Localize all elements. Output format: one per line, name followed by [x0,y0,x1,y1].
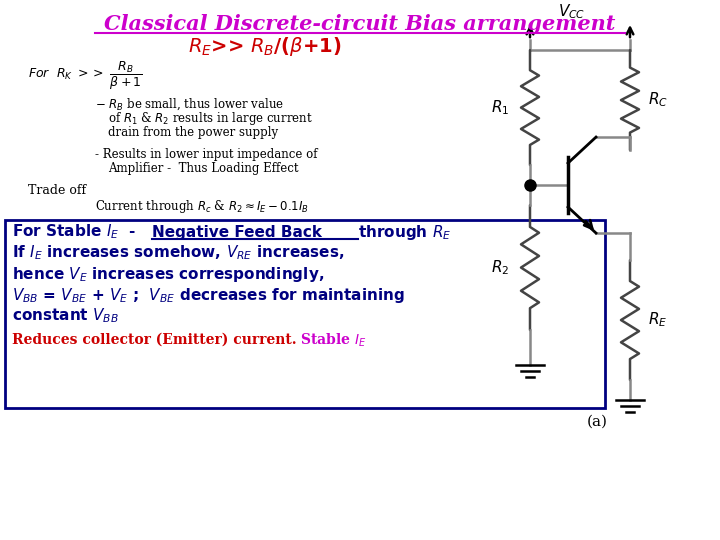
Text: $V_{BB}$ = $V_{BE}$ + $V_E$ ;  $V_{BE}$ decreases for maintaining: $V_{BB}$ = $V_{BE}$ + $V_E$ ; $V_{BE}$ d… [12,286,405,305]
Text: Negative Feed Back: Negative Feed Back [152,225,328,240]
Text: $-\ R_B$ be small, thus lower value: $-\ R_B$ be small, thus lower value [95,96,284,112]
Text: $R_C$: $R_C$ [648,91,668,110]
Text: hence $V_E$ increases correspondingly,: hence $V_E$ increases correspondingly, [12,265,324,284]
Text: (a): (a) [587,415,608,429]
Text: drain from the power supply: drain from the power supply [108,126,278,139]
Text: Reduces collector (Emitter) current.: Reduces collector (Emitter) current. [12,333,307,347]
Text: of $R_1$ & $R_2$ results in large current: of $R_1$ & $R_2$ results in large curren… [108,110,313,126]
Text: Trade off: Trade off [28,184,86,197]
Text: $R_E$>> $R_B$/($\beta$+1): $R_E$>> $R_B$/($\beta$+1) [189,35,342,58]
Text: $\mathit{For}\ \ R_K\ >>\ \dfrac{R_B}{\beta+1}$: $\mathit{For}\ \ R_K\ >>\ \dfrac{R_B}{\b… [28,60,143,92]
Text: Stable $I_E$: Stable $I_E$ [300,332,366,349]
Text: through $R_E$: through $R_E$ [358,222,451,241]
Text: Classical Discrete-circuit Bias arrangement: Classical Discrete-circuit Bias arrangem… [104,14,616,34]
Text: - Results in lower input impedance of: - Results in lower input impedance of [95,147,318,160]
Text: constant $V_{BB}$: constant $V_{BB}$ [12,307,119,326]
Text: Current through $R_c$ & $R_2 \approx I_E - 0.1I_B$: Current through $R_c$ & $R_2 \approx I_E… [95,198,309,214]
Text: For Stable $I_E$  -: For Stable $I_E$ - [12,222,137,241]
Text: $R_E$: $R_E$ [648,310,667,329]
FancyBboxPatch shape [5,220,605,408]
Text: $V_{CC}$: $V_{CC}$ [559,3,585,22]
Text: $R_2$: $R_2$ [491,259,509,278]
Text: $R_1$: $R_1$ [491,99,509,117]
Text: Amplifier -  Thus Loading Effect: Amplifier - Thus Loading Effect [108,161,299,174]
Text: If $I_E$ increases somehow, $V_{RE}$ increases,: If $I_E$ increases somehow, $V_{RE}$ inc… [12,244,344,262]
